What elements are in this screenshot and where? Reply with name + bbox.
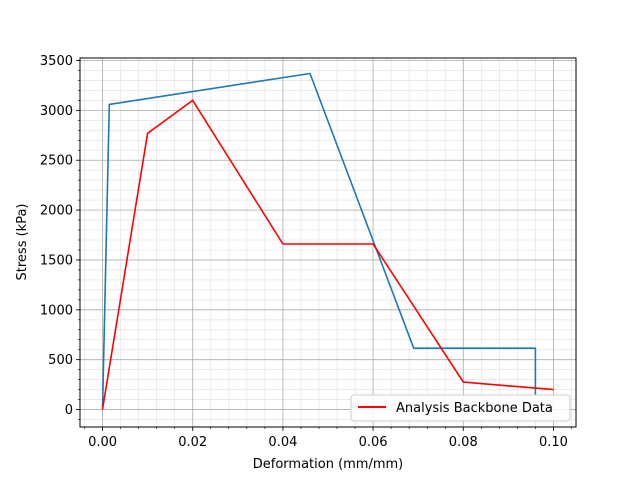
- x-tick-label: 0.10: [539, 435, 568, 450]
- y-tick-label: 0: [65, 403, 73, 418]
- legend-label: Analysis Backbone Data: [396, 401, 553, 416]
- legend-box: [350, 394, 571, 422]
- y-axis-title: Stress (kPa): [15, 204, 30, 281]
- x-tick-label: 0.04: [268, 435, 297, 450]
- plot-frame: [79, 57, 577, 428]
- y-tick-label: 1500: [40, 253, 73, 268]
- x-tick-label: 0.06: [359, 435, 388, 450]
- major-grid: [80, 58, 576, 427]
- y-tick-label: 500: [48, 353, 73, 368]
- y-tick-label: 2000: [40, 204, 73, 219]
- x-tick-label: 0.00: [88, 435, 117, 450]
- plot-background: [80, 58, 576, 427]
- y-tick-label: 3000: [40, 104, 73, 119]
- legend: Analysis Backbone Data: [350, 394, 571, 422]
- y-axis: 0 500 1000 1500 2000 2500 3000 3500: [40, 54, 80, 420]
- x-axis-title: Deformation (mm/mm): [253, 457, 404, 472]
- series-line-1: [101, 72, 537, 410]
- y-tick-label: 2500: [40, 154, 73, 169]
- x-tick-label: 0.02: [178, 435, 207, 450]
- x-axis: 0.00 0.02 0.04 0.06 0.08 0.10: [84, 427, 572, 450]
- series-line-2: [101, 99, 554, 410]
- series-layer: [101, 72, 554, 410]
- y-tick-label: 3500: [40, 54, 73, 69]
- y-tick-label: 1000: [40, 303, 73, 318]
- x-tick-label: 0.08: [449, 435, 478, 450]
